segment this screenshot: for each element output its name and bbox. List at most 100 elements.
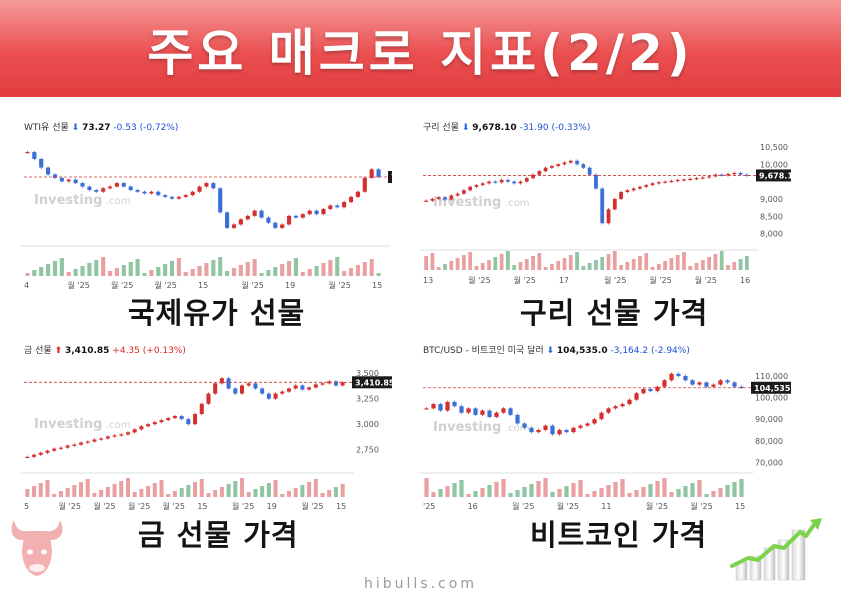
volume-bar	[688, 266, 693, 270]
volume-bar	[197, 266, 202, 276]
last-price-label: 3,410.85	[355, 378, 392, 387]
volume-bar	[445, 486, 450, 497]
candle-body	[575, 160, 579, 165]
candle-body	[443, 197, 447, 200]
y-tick-label: 10,000	[760, 160, 788, 169]
volume-bar	[369, 259, 374, 276]
volume-bar	[72, 485, 77, 497]
candle-body	[459, 406, 464, 413]
candle-body	[627, 399, 632, 405]
candle-body	[146, 424, 151, 427]
candle-body	[550, 166, 554, 168]
candle-body	[619, 192, 623, 199]
candle-body	[606, 408, 611, 413]
volume-bar	[135, 259, 140, 276]
page-title: 주요 매크로 지표(2/2)	[147, 23, 694, 82]
candle-body	[225, 212, 230, 228]
candle-body	[675, 179, 680, 182]
last-price: 3,410.85	[65, 346, 110, 356]
y-tick-label: 100,000	[755, 394, 788, 403]
volume-bar	[246, 492, 251, 497]
candle-body	[266, 393, 271, 399]
candle-body	[529, 427, 534, 433]
volume-bar	[594, 260, 598, 270]
x-tick-label: '25	[423, 502, 435, 511]
candle-body	[508, 408, 513, 415]
candle-body	[536, 429, 541, 433]
y-tick-label: 10,500	[760, 143, 788, 152]
candle-body	[656, 182, 661, 184]
x-tick-label: 월 '25	[242, 280, 264, 290]
candle-body	[461, 190, 466, 194]
volume-bar	[293, 488, 298, 497]
price-change-pct: (-0.72%)	[139, 123, 179, 133]
candle-body	[156, 191, 161, 196]
bull-logo-icon	[11, 520, 63, 576]
volume-bar	[676, 489, 681, 497]
instrument-name: BTC/USD - 비트코인 미국 달러	[423, 346, 544, 356]
volume-bar	[459, 480, 464, 497]
candle-body	[38, 452, 43, 455]
candle-body	[293, 385, 298, 389]
volume-bar	[300, 485, 305, 497]
y-tick-label: 3,000	[356, 420, 379, 429]
volume-bar	[107, 271, 113, 276]
volume-bar	[711, 491, 716, 497]
volume-bar	[443, 264, 447, 270]
volume-bar	[700, 260, 705, 270]
volume-bar	[431, 492, 436, 497]
volume-bar	[480, 263, 485, 270]
copper-chart-header: 구리 선물 ⬇ 9,678.10 -31.90 (-0.33%)	[423, 120, 590, 133]
candle-body	[307, 387, 312, 390]
volume-bar	[59, 258, 64, 276]
volume-bar	[273, 480, 278, 497]
candle-body	[253, 383, 258, 389]
candle-body	[732, 172, 737, 175]
candle-body	[169, 196, 175, 199]
volume-bar	[669, 258, 674, 270]
volume-bar	[571, 483, 576, 497]
x-tick-label: 월 '25	[646, 501, 668, 511]
volume-bar	[348, 268, 354, 276]
candle-body	[85, 441, 90, 443]
candle-body	[487, 410, 492, 417]
volume-bar	[529, 484, 534, 497]
last-price: 9,678.10	[472, 123, 517, 133]
volume-bar	[631, 259, 636, 270]
volume-bar	[32, 270, 37, 276]
x-tick-label: 월 '25	[59, 501, 81, 511]
gold-chart-header: 금 선물 ⬆ 3,410.85 +4.35 (+0.13%)	[24, 343, 186, 356]
volume-bar	[204, 263, 209, 276]
candle-body	[112, 435, 117, 437]
volume-bar	[166, 494, 171, 497]
candle-body	[135, 190, 140, 192]
candle-body	[52, 448, 57, 451]
last-price-label: 73.27	[391, 173, 392, 182]
candle-body	[594, 174, 598, 189]
copper-chart-panel: Investing.com9,678.1010,50010,0009,0008,…	[419, 118, 791, 288]
candle-body	[445, 401, 450, 411]
volume-bar	[213, 490, 218, 497]
candle-body	[79, 442, 84, 445]
volume-bar	[738, 259, 743, 270]
volume-bar	[713, 254, 718, 270]
volume-bar	[101, 257, 106, 276]
down-arrow-icon: ⬇	[71, 123, 80, 133]
y-tick-label: 70,000	[755, 458, 783, 467]
volume-bar	[493, 257, 498, 270]
volume-bar	[564, 486, 569, 497]
watermark-text: Investing	[34, 193, 102, 208]
candle-body	[585, 423, 590, 426]
volume-bar	[638, 256, 642, 270]
volume-bar	[99, 490, 104, 497]
candle-body	[314, 210, 319, 215]
volume-bar	[506, 251, 510, 270]
volume-bar	[46, 264, 51, 276]
last-price: 73.27	[82, 123, 111, 133]
volume-bar	[333, 487, 338, 497]
volume-bar	[233, 481, 238, 497]
copper-chart-svg: Investing.com9,678.1010,50010,0009,0008,…	[419, 143, 791, 285]
candle-body	[543, 167, 548, 172]
volume-bar	[58, 491, 63, 497]
x-tick-label: 15	[372, 281, 382, 290]
